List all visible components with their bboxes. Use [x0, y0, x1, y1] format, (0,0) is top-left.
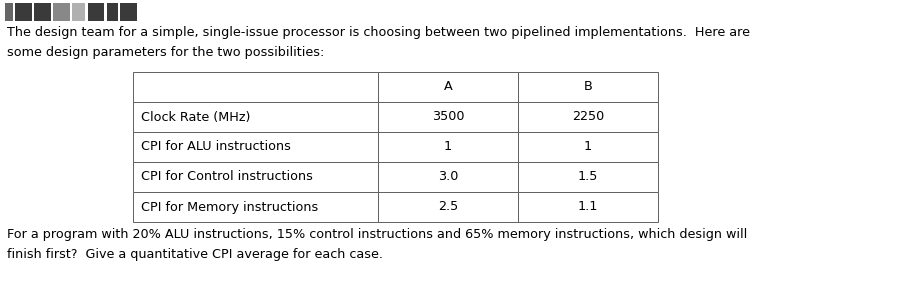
Text: 3.0: 3.0 [438, 170, 458, 184]
Text: 1.5: 1.5 [577, 170, 598, 184]
Text: 1: 1 [444, 140, 452, 154]
Text: CPI for Memory instructions: CPI for Memory instructions [141, 200, 319, 214]
Text: Clock Rate (MHz): Clock Rate (MHz) [141, 110, 251, 124]
Text: 2250: 2250 [572, 110, 605, 124]
Text: 2.5: 2.5 [438, 200, 458, 214]
Text: 1.1: 1.1 [577, 200, 598, 214]
Text: CPI for ALU instructions: CPI for ALU instructions [141, 140, 291, 154]
Text: finish first?  Give a quantitative CPI average for each case.: finish first? Give a quantitative CPI av… [7, 248, 383, 261]
Text: some design parameters for the two possibilities:: some design parameters for the two possi… [7, 46, 324, 59]
Text: CPI for Control instructions: CPI for Control instructions [141, 170, 313, 184]
Text: The design team for a simple, single-issue processor is choosing between two pip: The design team for a simple, single-iss… [7, 26, 750, 39]
Text: B: B [584, 80, 593, 94]
Text: For a program with 20% ALU instructions, 15% control instructions and 65% memory: For a program with 20% ALU instructions,… [7, 228, 748, 241]
Text: 3500: 3500 [432, 110, 464, 124]
Text: A: A [443, 80, 452, 94]
Text: 1: 1 [584, 140, 592, 154]
